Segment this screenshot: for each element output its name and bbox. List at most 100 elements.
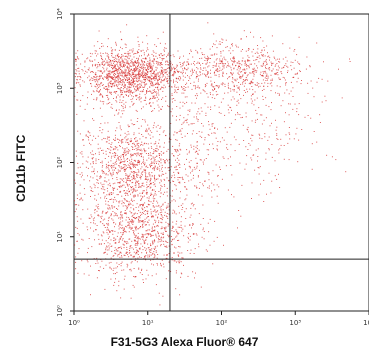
scatter-point [151, 227, 153, 229]
scatter-point [127, 79, 129, 81]
scatter-point [122, 107, 124, 109]
scatter-point [130, 189, 132, 191]
scatter-point [116, 235, 118, 237]
scatter-point [154, 254, 156, 256]
scatter-point [240, 83, 242, 85]
scatter-point [122, 76, 124, 78]
scatter-point [216, 53, 218, 55]
scatter-point [154, 256, 156, 258]
scatter-point [147, 247, 149, 249]
scatter-point [220, 112, 222, 114]
scatter-point [112, 49, 114, 51]
scatter-point [139, 86, 141, 88]
scatter-point [174, 150, 176, 152]
scatter-point [164, 78, 166, 80]
scatter-point [135, 243, 137, 244]
scatter-point [79, 199, 81, 201]
scatter-point [156, 100, 158, 102]
scatter-point [98, 270, 99, 271]
scatter-point [224, 83, 226, 85]
scatter-point [125, 47, 127, 48]
scatter-point [97, 187, 99, 189]
scatter-point [204, 139, 206, 141]
scatter-point [165, 61, 166, 63]
scatter-point [86, 71, 88, 73]
scatter-point [87, 91, 89, 93]
scatter-point [90, 71, 91, 73]
scatter-point [113, 82, 115, 84]
scatter-point [134, 184, 136, 186]
scatter-point [110, 80, 112, 82]
scatter-point [112, 188, 114, 190]
scatter-point [194, 88, 196, 90]
scatter-point [108, 249, 110, 251]
scatter-point [167, 82, 169, 84]
scatter-point [165, 100, 167, 102]
scatter-point [214, 74, 216, 76]
scatter-point [91, 171, 93, 173]
scatter-point [161, 227, 163, 229]
scatter-point [139, 272, 141, 274]
scatter-point [217, 71, 219, 73]
scatter-point [217, 128, 218, 130]
scatter-point [173, 260, 175, 262]
scatter-point [125, 44, 127, 46]
scatter-point [122, 138, 124, 140]
scatter-point [221, 61, 223, 63]
scatter-point [137, 41, 139, 43]
scatter-point [215, 85, 217, 87]
scatter-point [171, 86, 173, 88]
scatter-point [172, 190, 173, 192]
scatter-point [148, 69, 150, 70]
scatter-point [124, 275, 126, 277]
scatter-point [142, 135, 144, 137]
scatter-point [154, 156, 156, 158]
scatter-point [144, 121, 146, 123]
scatter-point [86, 58, 88, 60]
scatter-point [230, 144, 232, 146]
scatter-point [131, 61, 133, 63]
scatter-point [105, 173, 107, 175]
scatter-point [223, 157, 225, 159]
scatter-point [143, 67, 145, 69]
scatter-point [117, 78, 119, 80]
scatter-point [111, 175, 113, 177]
scatter-point [89, 134, 91, 136]
scatter-point [177, 240, 178, 241]
scatter-point [218, 86, 220, 88]
scatter-point [129, 162, 131, 164]
scatter-point [256, 56, 258, 58]
scatter-point [227, 84, 229, 86]
scatter-point [126, 241, 128, 243]
scatter-point [127, 224, 129, 226]
scatter-point [133, 200, 135, 202]
scatter-point [206, 58, 208, 60]
scatter-point [191, 73, 193, 75]
scatter-point [122, 100, 124, 102]
scatter-point [120, 214, 122, 216]
scatter-point [206, 250, 208, 252]
scatter-point [155, 251, 157, 253]
scatter-point [142, 161, 144, 163]
scatter-point [156, 155, 158, 157]
scatter-point [130, 160, 132, 162]
scatter-point [120, 213, 122, 215]
scatter-point [206, 59, 208, 61]
scatter-point [160, 69, 162, 71]
scatter-point [101, 160, 103, 162]
scatter-point [134, 244, 136, 246]
scatter-point [292, 87, 294, 89]
scatter-point [292, 96, 294, 97]
scatter-point [116, 173, 118, 175]
scatter-point [133, 232, 134, 234]
scatter-point [115, 273, 116, 275]
scatter-point [81, 151, 83, 153]
scatter-point [171, 230, 173, 232]
scatter-point [125, 212, 127, 214]
scatter-point [198, 87, 200, 89]
scatter-point [293, 67, 295, 69]
scatter-point [154, 246, 156, 248]
scatter-point [141, 72, 143, 74]
scatter-point [150, 155, 152, 157]
scatter-point [199, 182, 201, 183]
